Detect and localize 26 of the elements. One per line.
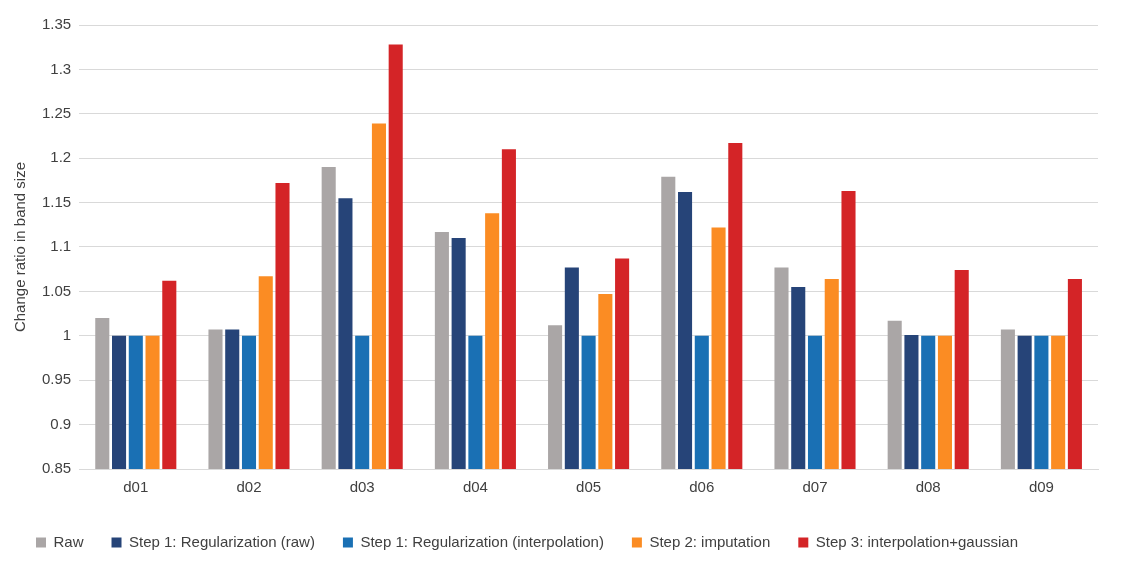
legend-label: Step 3: interpolation+gaussian bbox=[815, 532, 1019, 550]
x-tick-label: d07 bbox=[802, 478, 828, 496]
legend-label: Step 2: imputation bbox=[649, 532, 771, 550]
legend-label: Step 1: Regularization (raw) bbox=[129, 532, 315, 550]
x-tick-label: d09 bbox=[1028, 478, 1054, 496]
y-tick-label: 0.85 bbox=[41, 459, 72, 477]
x-tick-label: d03 bbox=[349, 478, 375, 496]
y-tick-label: 1.25 bbox=[41, 103, 72, 121]
y-tick-label: 1 bbox=[62, 325, 72, 343]
x-tick-label: d08 bbox=[915, 478, 941, 496]
x-tick-label: d06 bbox=[689, 478, 715, 496]
x-tick-label: d01 bbox=[123, 478, 149, 496]
y-tick-label: 1.15 bbox=[41, 192, 72, 210]
x-tick-label: d05 bbox=[576, 478, 602, 496]
legend-label: Step 1: Regularization (interpolation) bbox=[360, 532, 604, 550]
y-tick-label: 0.95 bbox=[41, 370, 72, 388]
y-tick-label: 1.3 bbox=[50, 59, 72, 77]
y-tick-label: 1.05 bbox=[41, 281, 72, 299]
y-tick-label: 1.1 bbox=[50, 237, 72, 255]
y-tick-label: 1.35 bbox=[41, 15, 72, 33]
y-tick-label: 1.2 bbox=[50, 148, 72, 166]
y-axis-title: Change ratio in band size bbox=[11, 161, 29, 333]
x-tick-label: d02 bbox=[236, 478, 262, 496]
y-tick-label: 0.9 bbox=[50, 414, 72, 432]
x-tick-label: d04 bbox=[462, 478, 488, 496]
legend-label: Raw bbox=[53, 532, 84, 550]
